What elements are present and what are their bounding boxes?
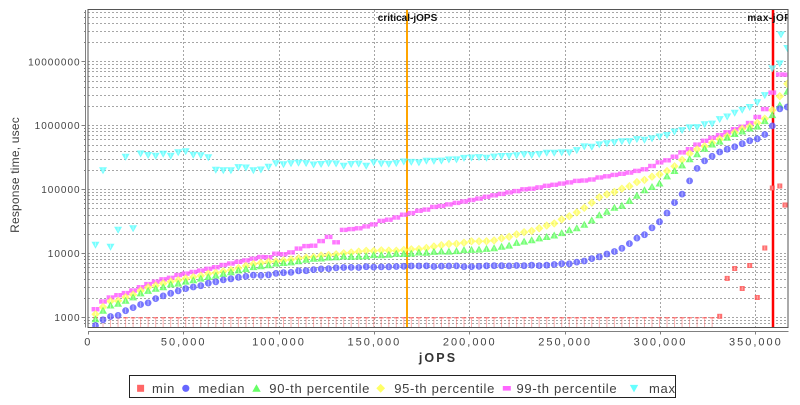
svg-text:min: min	[152, 381, 175, 396]
svg-text:150,000: 150,000	[348, 337, 402, 349]
svg-text:300,000: 300,000	[634, 337, 688, 349]
svg-text:95-th percentile: 95-th percentile	[394, 381, 495, 396]
svg-text:99-th percentile: 99-th percentile	[517, 381, 618, 396]
svg-text:100000: 100000	[41, 185, 80, 196]
svg-text:max-jOPS: max-jOPS	[747, 13, 798, 24]
svg-text:90-th percentile: 90-th percentile	[269, 381, 370, 396]
svg-text:jOPS: jOPS	[418, 351, 457, 365]
svg-text:median: median	[198, 381, 245, 396]
svg-text:10000000: 10000000	[28, 57, 81, 68]
svg-text:0: 0	[84, 337, 92, 349]
svg-text:1000: 1000	[54, 313, 80, 324]
svg-text:10000: 10000	[48, 249, 81, 260]
svg-text:max: max	[649, 381, 676, 396]
svg-text:50,000: 50,000	[161, 337, 207, 349]
svg-text:Response time, usec: Response time, usec	[8, 117, 22, 233]
svg-text:250,000: 250,000	[538, 337, 592, 349]
svg-text:350,000: 350,000	[729, 337, 783, 349]
svg-text:200,000: 200,000	[443, 337, 497, 349]
svg-text:100,000: 100,000	[252, 337, 306, 349]
svg-text:1000000: 1000000	[35, 121, 81, 132]
svg-text:critical-jOPS: critical-jOPS	[378, 13, 438, 24]
